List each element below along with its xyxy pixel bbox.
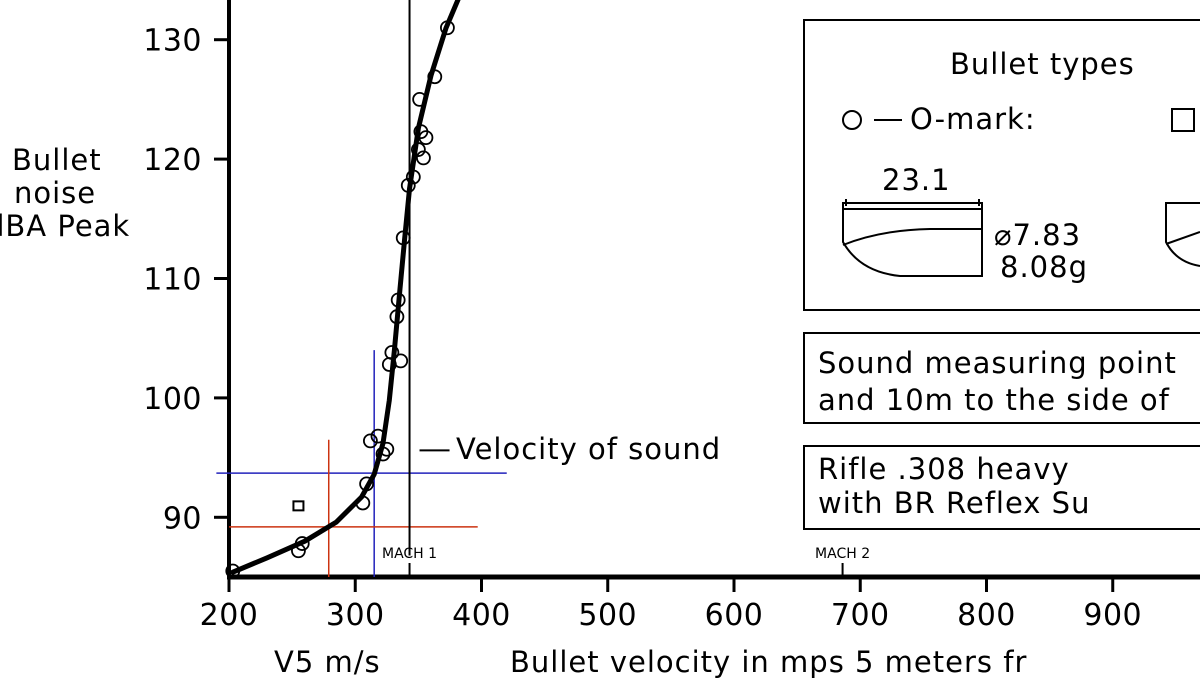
y-tick-label: 100 [143, 382, 202, 417]
y-tick-label: 90 [163, 501, 202, 536]
x-tick-label: 200 [200, 598, 259, 633]
x-tick-label: 300 [326, 598, 385, 633]
x-tick-label: 900 [1083, 598, 1142, 633]
y-axis-label-line-2: noise [14, 176, 96, 210]
x-axis-unit-label: V5 m/s [274, 645, 381, 679]
rifle-note: Rifle .308 heavy with BR Reflex Su [803, 445, 1200, 530]
mach-marker-label: MACH 1 [382, 546, 437, 562]
y-axis-label-line-3: dBA Peak [0, 209, 130, 243]
data-points [225, 20, 455, 579]
y-tick-label: 130 [143, 24, 202, 59]
velocity-of-sound-label: Velocity of sound [456, 432, 721, 466]
measurement-note-frame [803, 332, 1200, 424]
x-tick-label: 500 [578, 598, 637, 633]
y-tick-label: 120 [143, 143, 202, 178]
measurement-note-line-2: and 10m to the side of [818, 383, 1170, 417]
axes [227, 0, 1200, 580]
measurement-note-line-1: Sound measuring point [818, 346, 1177, 380]
y-ticks: 90 100 110 120 130 [143, 24, 229, 536]
x-ticks: 200 300 400 500 600 700 800 900 [200, 577, 1142, 633]
bullet-drawing [842, 199, 983, 277]
x-tick-label: 600 [705, 598, 764, 633]
legend-square-marker [1171, 108, 1195, 132]
x-tick-label: 700 [831, 598, 890, 633]
legend-frame [803, 19, 1200, 311]
rifle-note-line-2: with BR Reflex Su [818, 486, 1090, 520]
y-axis-label-line-1: Bullet [12, 143, 102, 177]
reference-lines [216, 350, 507, 577]
legend-circle-label: O-mark: [910, 102, 1036, 136]
mach-markers: MACH 1 MACH 2 [382, 546, 870, 577]
x-axis-label: Bullet velocity in mps 5 meters fr [510, 645, 1027, 679]
rifle-note-line-1: Rifle .308 heavy [818, 452, 1070, 486]
bullet-length-label: 23.1 [882, 163, 951, 197]
x-tick-label: 800 [957, 598, 1016, 633]
fit-curve [230, 0, 461, 575]
measurement-note: Sound measuring point and 10m to the sid… [803, 332, 1200, 424]
mach-marker-label: MACH 2 [815, 546, 870, 562]
bullet-ogive-line [842, 228, 982, 246]
rifle-note-frame [803, 445, 1200, 530]
second-bullet-outline [1165, 202, 1200, 267]
bullet-diameter-label: ⌀7.83 [994, 218, 1081, 252]
data-point-circle [362, 433, 378, 449]
y-tick-label: 110 [143, 263, 202, 298]
y-axis-label: Bullet noise dBA Peak [0, 143, 130, 243]
second-bullet-ogive [1165, 231, 1200, 245]
bullet-mass-label: 8.08g [1000, 250, 1088, 284]
x-tick-label: 400 [452, 598, 511, 633]
legend-circle-marker [842, 110, 862, 130]
legend-title: Bullet types [950, 47, 1135, 81]
legend: Bullet types O-mark: 23.1 ⌀7.83 8.08g [803, 19, 1200, 311]
data-point-square [292, 500, 305, 512]
data-point-circle [416, 150, 431, 166]
